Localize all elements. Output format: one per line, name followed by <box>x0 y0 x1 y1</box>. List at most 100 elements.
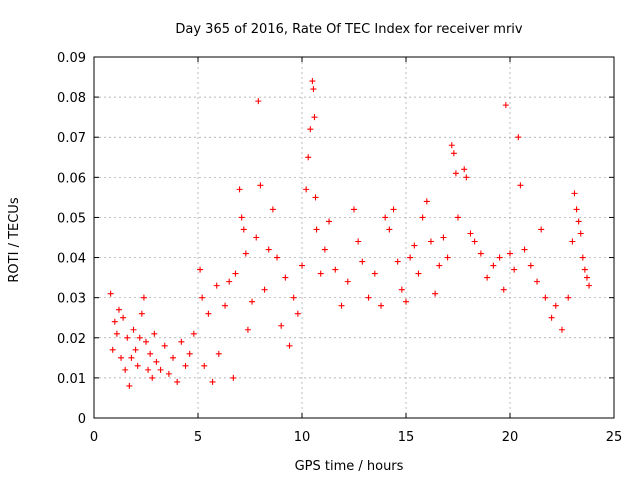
data-point <box>290 294 297 301</box>
data-point <box>432 290 439 297</box>
data-point <box>527 262 534 269</box>
data-point <box>145 366 152 373</box>
data-point <box>130 326 137 333</box>
data-point <box>190 330 197 337</box>
data-point <box>581 266 588 273</box>
data-point <box>115 306 122 313</box>
data-point <box>232 270 239 277</box>
data-point <box>153 358 160 365</box>
data-point <box>253 234 260 241</box>
data-point <box>490 262 497 269</box>
data-point <box>419 214 426 221</box>
data-point <box>128 354 135 361</box>
data-point <box>257 182 264 189</box>
y-tick-label: 0.01 <box>57 372 86 387</box>
data-point <box>311 114 318 121</box>
data-point <box>107 290 114 297</box>
data-point <box>269 206 276 213</box>
data-point <box>477 250 484 257</box>
data-point <box>226 278 233 285</box>
data-point <box>427 238 434 245</box>
data-point <box>222 302 229 309</box>
data-point <box>126 382 133 389</box>
axis-ticks: 0 5 10 15 20 25 0 0.01 0.02 0.03 0.04 0.05 0.06 0.07 0… <box>57 51 622 445</box>
data-point <box>313 226 320 233</box>
x-tick-label: 25 <box>606 430 623 445</box>
data-point <box>265 246 272 253</box>
data-point <box>371 270 378 277</box>
data-point <box>463 174 470 181</box>
data-point <box>134 362 141 369</box>
data-point <box>586 282 593 289</box>
data-point <box>299 262 305 269</box>
data-point <box>303 186 310 193</box>
data-point <box>307 126 314 133</box>
data-point <box>577 230 584 237</box>
data-point <box>274 254 281 261</box>
data-point <box>209 378 216 385</box>
data-point <box>440 234 447 241</box>
data-point <box>575 218 582 225</box>
data-point <box>294 310 301 317</box>
data-point <box>515 134 522 141</box>
data-point <box>415 270 422 277</box>
data-point <box>569 238 576 245</box>
data-point <box>255 98 262 105</box>
data-point <box>344 278 351 285</box>
data-point <box>517 182 524 189</box>
data-point <box>122 366 129 373</box>
data-point <box>151 330 158 337</box>
x-tick-label: 0 <box>90 430 98 445</box>
data-point <box>201 362 208 369</box>
data-point <box>450 150 457 157</box>
y-axis-label: ROTI / TECUs <box>7 197 22 282</box>
data-point <box>261 286 268 293</box>
data-point <box>244 326 251 333</box>
data-point <box>448 142 455 149</box>
data-point <box>136 334 143 341</box>
data-point <box>312 194 319 201</box>
data-point <box>149 374 156 381</box>
data-point <box>317 270 324 277</box>
plot-area-frame <box>93 56 615 419</box>
data-point <box>140 294 147 301</box>
data-point <box>583 274 590 281</box>
y-tick-label: 0.09 <box>57 51 86 66</box>
data-point <box>436 262 443 269</box>
data-point <box>394 258 401 265</box>
data-point <box>407 254 414 261</box>
data-point <box>521 246 528 253</box>
data-point <box>511 266 518 273</box>
data-point <box>309 78 316 85</box>
data-point <box>542 294 549 301</box>
data-point <box>571 190 578 197</box>
x-tick-label: 15 <box>398 430 415 445</box>
data-point <box>351 206 357 213</box>
data-point <box>461 166 468 173</box>
data-point <box>170 354 177 361</box>
data-point <box>538 226 545 233</box>
x-tick-label: 20 <box>502 430 519 445</box>
data-point <box>242 250 249 257</box>
data-point <box>109 346 116 353</box>
data-point <box>484 274 491 281</box>
data-point <box>411 242 418 249</box>
data-point <box>143 338 149 345</box>
data-point <box>502 102 509 109</box>
data-point <box>398 286 405 293</box>
data-point <box>321 246 328 253</box>
data-point <box>120 314 127 321</box>
y-tick-label: 0 <box>78 412 86 427</box>
y-tick-label: 0.08 <box>57 91 86 106</box>
data-point <box>205 310 212 317</box>
data-point <box>403 298 409 305</box>
data-point <box>215 350 222 357</box>
data-point <box>378 302 385 309</box>
data-point <box>338 302 345 309</box>
data-point <box>579 254 586 261</box>
data-point <box>365 294 372 301</box>
y-tick-label: 0.03 <box>57 292 86 307</box>
data-point <box>113 330 120 337</box>
data-point <box>386 226 393 233</box>
